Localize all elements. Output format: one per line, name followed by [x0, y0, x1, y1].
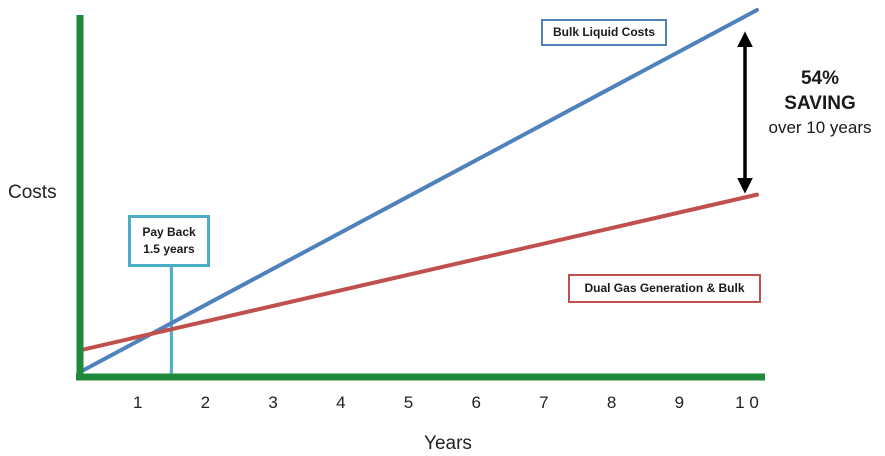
saving-word: SAVING	[784, 93, 856, 114]
x-tick-label: 2	[201, 393, 210, 412]
payback-line1: Pay Back	[142, 225, 196, 239]
x-tick-label: 9	[675, 393, 684, 412]
x-tick-label: 8	[607, 393, 616, 412]
x-tick-label: 7	[539, 393, 548, 412]
x-tick-label: 1 0	[735, 393, 759, 412]
series-line-dual-gas-generation	[78, 192, 759, 353]
x-tick-label: 4	[336, 393, 345, 412]
saving-percent: 54%	[800, 68, 840, 89]
x-tick-label: 1	[133, 393, 142, 412]
x-tick-label: 6	[471, 393, 480, 412]
y-axis-label: Costs	[8, 182, 57, 203]
series-line-bulk-liquid-costs	[78, 8, 759, 374]
saving-annotation: 54% SAVING over 10 years	[755, 66, 885, 140]
x-tick-label: 5	[404, 393, 413, 412]
payback-callout: Pay Back 1.5 years	[128, 215, 210, 267]
saving-subtitle: over 10 years	[768, 118, 872, 137]
legend-dual-gas-generation: Dual Gas Generation & Bulk	[568, 274, 761, 303]
x-axis-label: Years	[424, 433, 472, 454]
payback-line2: 1.5 years	[143, 242, 195, 256]
legend-bulk-liquid-costs: Bulk Liquid Costs	[541, 19, 667, 46]
x-tick-label: 3	[268, 393, 277, 412]
